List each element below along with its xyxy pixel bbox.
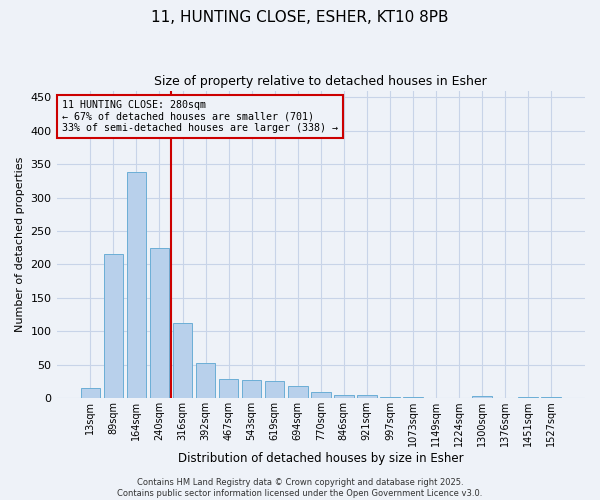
Bar [127,172,146,398]
Y-axis label: Number of detached properties: Number of detached properties [15,156,25,332]
Text: Contains HM Land Registry data © Crown copyright and database right 2025.
Contai: Contains HM Land Registry data © Crown c… [118,478,482,498]
Bar [219,380,238,398]
Bar [265,380,284,398]
Bar [104,254,123,398]
Bar [196,362,215,398]
Bar [311,392,331,398]
Bar [334,394,353,398]
Bar [242,380,262,398]
Bar [472,396,492,398]
Bar [149,248,169,398]
Bar [288,386,308,398]
Bar [357,396,377,398]
Bar [518,396,538,398]
X-axis label: Distribution of detached houses by size in Esher: Distribution of detached houses by size … [178,452,464,465]
Title: Size of property relative to detached houses in Esher: Size of property relative to detached ho… [154,75,487,88]
Text: 11, HUNTING CLOSE, ESHER, KT10 8PB: 11, HUNTING CLOSE, ESHER, KT10 8PB [151,10,449,25]
Bar [173,322,193,398]
Bar [80,388,100,398]
Text: 11 HUNTING CLOSE: 280sqm
← 67% of detached houses are smaller (701)
33% of semi-: 11 HUNTING CLOSE: 280sqm ← 67% of detach… [62,100,338,133]
